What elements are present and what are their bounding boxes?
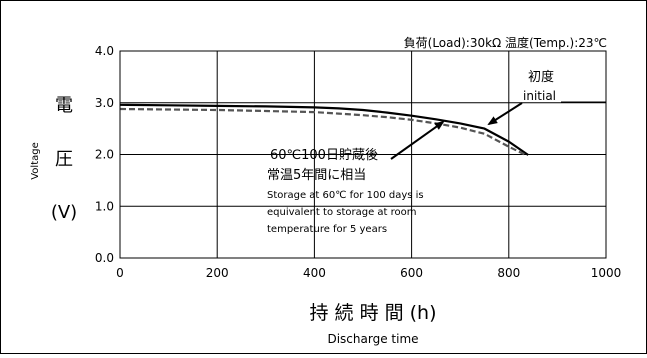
plot-area: [119, 50, 607, 259]
y-label-char-1: 電: [55, 95, 73, 116]
y-label-char-2: 圧: [55, 149, 73, 170]
y-tick-label: 0.0: [95, 251, 114, 265]
annotation-initial-arrow: [487, 102, 523, 126]
grid: [120, 51, 606, 258]
annotation-storage-en-2: equivalent to storage at room: [267, 207, 417, 218]
annotation-storage-jp-2: 常温5年間に相当: [267, 168, 366, 183]
x-tick-label: 200: [206, 266, 229, 280]
y-tick-label: 1.0: [95, 199, 114, 213]
conditions-label: 負荷(Load):30kΩ 温度(Temp.):23℃: [404, 35, 607, 50]
y-axis-vertical-label: Voltage: [30, 142, 41, 180]
series-initial-line: [119, 103, 529, 156]
annotation-storage-en-1: Storage at 60℃ for 100 days is: [267, 190, 424, 201]
x-axis-label: 持 続 時 間 (h): [309, 302, 436, 324]
annotation-storage-en-3: temperature for 5 years: [267, 224, 387, 235]
x-tick-label: 0: [116, 266, 124, 280]
x-tick-labels: 0 200 400 600 800 1000: [116, 266, 621, 280]
y-tick-label: 3.0: [95, 96, 114, 110]
x-axis-sublabel: Discharge time: [327, 332, 418, 346]
y-tick-label: 4.0: [95, 44, 114, 58]
x-tick-label: 800: [497, 266, 520, 280]
annotation-initial-en: initial: [523, 89, 556, 103]
x-tick-label: 400: [303, 266, 326, 280]
annotation-initial-jp: 初度: [528, 69, 554, 85]
x-tick-label: 600: [400, 266, 423, 280]
y-tick-label: 2.0: [95, 148, 114, 162]
series-lines: [119, 103, 529, 156]
series-storage-line: [119, 107, 527, 156]
y-tick-labels: 0.0 1.0 2.0 3.0 4.0: [95, 44, 114, 265]
x-tick-label: 1000: [591, 266, 622, 280]
y-label-unit: (V): [51, 202, 77, 223]
annotation-storage-arrow: [390, 120, 445, 160]
annotation-storage-jp-1: 60℃100日貯蔵後: [270, 148, 378, 163]
